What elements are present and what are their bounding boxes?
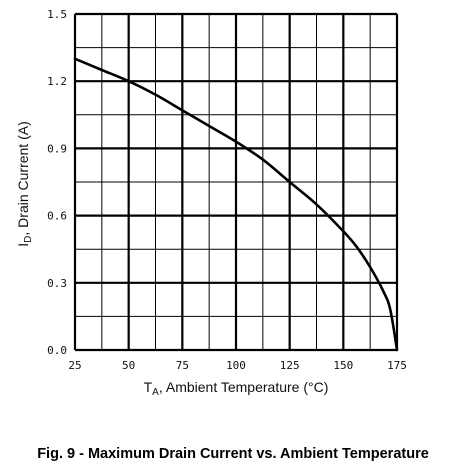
y-tick-label: 0.0 bbox=[47, 344, 67, 357]
y-axis-label: ID, Drain Current (A) bbox=[15, 121, 34, 246]
series-line-drain-current bbox=[73, 57, 399, 352]
figure-caption: Fig. 9 - Maximum Drain Current vs. Ambie… bbox=[37, 446, 429, 462]
y-tick-label: 0.6 bbox=[47, 210, 67, 223]
x-tick-label: 25 bbox=[68, 359, 81, 372]
plot-grid bbox=[73, 12, 399, 352]
x-axis-label: TA, Ambient Temperature (°C) bbox=[144, 379, 329, 398]
x-tick-label: 75 bbox=[176, 359, 189, 372]
y-tick-labels: 0.0 0.3 0.6 0.9 1.2 1.5 bbox=[47, 8, 67, 357]
y-tick-label: 1.2 bbox=[47, 75, 67, 88]
x-tick-label: 125 bbox=[280, 359, 300, 372]
x-tick-labels: 25 50 75 100 125 150 175 bbox=[68, 359, 407, 372]
y-tick-label: 0.9 bbox=[47, 142, 67, 155]
y-tick-label: 1.5 bbox=[47, 8, 67, 21]
x-tick-label: 100 bbox=[226, 359, 246, 372]
x-tick-label: 50 bbox=[122, 359, 135, 372]
y-tick-label: 0.3 bbox=[47, 277, 67, 290]
x-tick-label: 150 bbox=[333, 359, 353, 372]
x-tick-label: 175 bbox=[387, 359, 407, 372]
